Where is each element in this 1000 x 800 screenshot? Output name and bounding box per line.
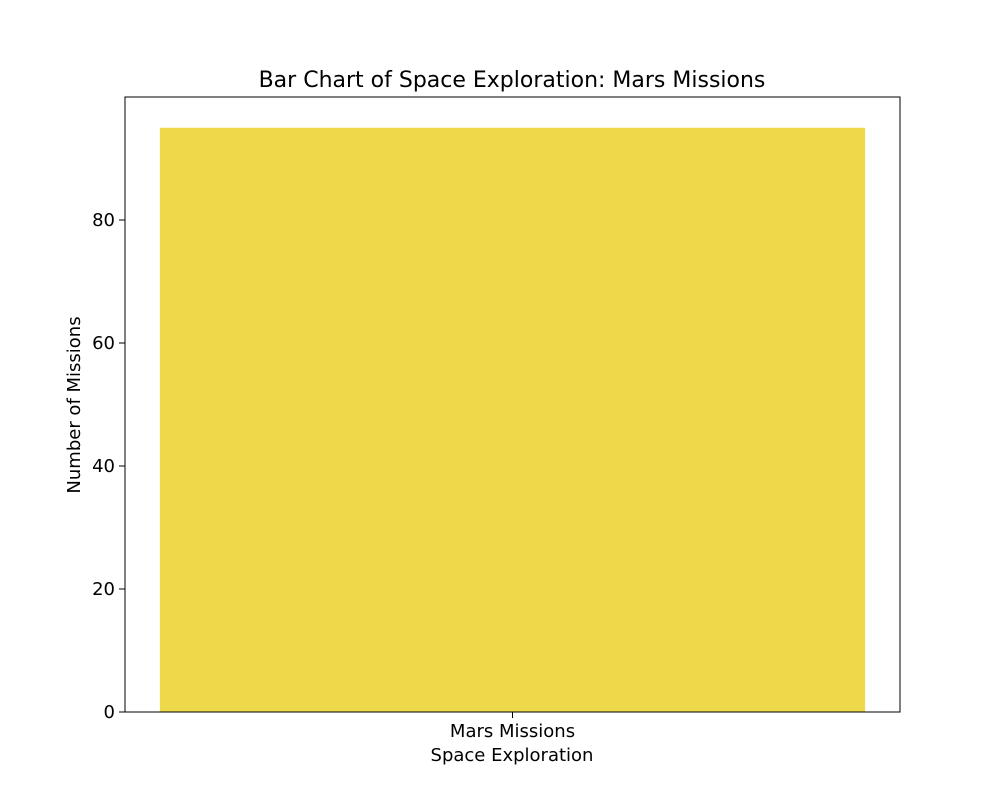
- y-tick-label: 0: [104, 702, 115, 723]
- y-axis-label: Number of Missions: [64, 316, 85, 493]
- x-tick-label: Mars Missions: [450, 721, 575, 742]
- bar-mars-missions: [159, 127, 866, 712]
- x-axis-ticks: Mars Missions: [450, 712, 575, 742]
- y-tick-label: 80: [92, 210, 115, 231]
- bars-group: [159, 127, 866, 712]
- y-tick-label: 40: [92, 456, 115, 477]
- y-tick-label: 60: [92, 333, 115, 354]
- chart-title: Bar Chart of Space Exploration: Mars Mis…: [259, 68, 766, 93]
- y-tick-label: 20: [92, 579, 115, 600]
- y-axis-ticks: 0 20 40 60 80: [92, 210, 125, 723]
- x-axis-label: Space Exploration: [431, 745, 594, 766]
